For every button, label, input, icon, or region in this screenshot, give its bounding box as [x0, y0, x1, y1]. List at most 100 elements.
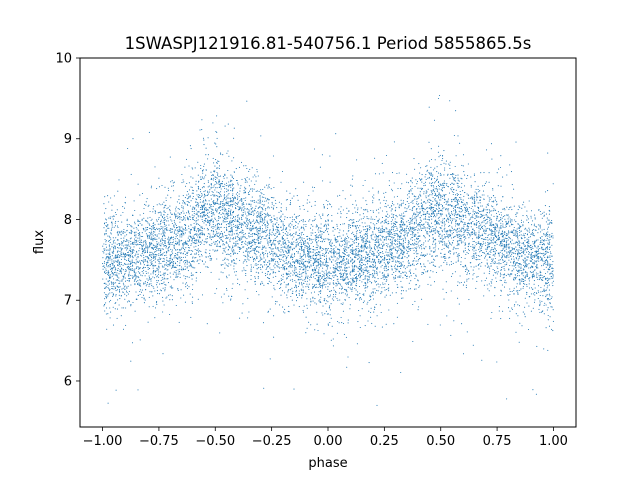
scatter-point — [239, 231, 241, 234]
scatter-point — [107, 266, 109, 268]
scatter-point — [408, 229, 410, 231]
scatter-point — [134, 223, 136, 225]
scatter-point — [527, 222, 530, 224]
scatter-point — [359, 256, 361, 258]
scatter-point — [251, 200, 253, 202]
scatter-point — [434, 220, 436, 222]
scatter-point — [470, 217, 472, 219]
scatter-point — [483, 229, 485, 231]
scatter-point — [433, 251, 435, 253]
scatter-point — [218, 196, 221, 198]
scatter-point — [447, 185, 449, 188]
scatter-point — [549, 238, 551, 241]
scatter-point — [197, 206, 199, 208]
scatter-point — [218, 180, 220, 183]
scatter-point — [225, 241, 228, 243]
scatter-point — [469, 262, 471, 264]
scatter-point — [326, 231, 329, 233]
scatter-point — [241, 210, 243, 212]
scatter-point — [321, 287, 324, 289]
scatter-point — [436, 190, 438, 192]
scatter-point — [173, 279, 175, 281]
scatter-point — [547, 271, 549, 273]
scatter-point — [143, 247, 146, 250]
scatter-point — [346, 289, 348, 291]
scatter-point — [522, 275, 524, 277]
scatter-point — [261, 196, 263, 198]
scatter-point — [518, 258, 520, 260]
scatter-point — [310, 259, 312, 261]
scatter-point — [169, 156, 171, 158]
scatter-point — [165, 267, 167, 270]
scatter-point — [297, 226, 299, 228]
scatter-point — [266, 212, 269, 214]
scatter-point — [544, 191, 547, 193]
scatter-point — [306, 199, 308, 201]
scatter-point — [519, 231, 521, 234]
scatter-point — [475, 232, 477, 234]
scatter-point — [279, 240, 282, 242]
scatter-point — [532, 229, 534, 231]
scatter-point — [320, 296, 322, 298]
scatter-point — [320, 240, 322, 243]
scatter-point — [456, 228, 458, 230]
scatter-point — [187, 217, 189, 219]
scatter-point — [524, 240, 526, 242]
scatter-point — [366, 209, 368, 211]
scatter-point — [187, 270, 189, 272]
scatter-point — [309, 304, 312, 306]
scatter-point — [316, 280, 318, 282]
scatter-point — [505, 275, 507, 277]
scatter-point — [191, 240, 193, 242]
scatter-point — [246, 250, 248, 252]
scatter-point — [431, 210, 433, 212]
scatter-point — [173, 214, 176, 216]
scatter-point — [202, 137, 205, 139]
scatter-point — [491, 248, 493, 250]
scatter-point — [105, 218, 107, 220]
scatter-point — [282, 254, 284, 256]
scatter-point — [259, 218, 261, 220]
scatter-point — [513, 265, 515, 267]
scatter-point — [119, 280, 121, 282]
scatter-point — [453, 199, 455, 201]
scatter-point — [117, 259, 119, 261]
scatter-point — [135, 239, 137, 242]
scatter-point — [267, 199, 269, 201]
scatter-point — [320, 236, 322, 238]
scatter-point — [301, 297, 303, 299]
scatter-point — [425, 192, 427, 194]
scatter-point — [285, 243, 287, 245]
scatter-point — [169, 259, 171, 261]
scatter-point — [435, 205, 437, 207]
scatter-point — [484, 256, 487, 258]
scatter-point — [249, 221, 251, 223]
scatter-point — [112, 306, 114, 308]
scatter-point — [329, 181, 331, 183]
scatter-point — [542, 255, 545, 257]
scatter-point — [184, 262, 187, 264]
scatter-point — [145, 243, 147, 245]
scatter-point — [400, 235, 402, 237]
scatter-point — [383, 286, 385, 288]
scatter-point — [376, 236, 378, 238]
scatter-point — [441, 206, 443, 208]
scatter-point — [246, 261, 248, 263]
scatter-point — [285, 258, 287, 260]
scatter-point — [436, 202, 438, 204]
scatter-point — [355, 265, 357, 267]
scatter-point — [438, 199, 441, 201]
scatter-point — [193, 234, 195, 236]
scatter-point — [205, 214, 207, 216]
scatter-point — [456, 255, 458, 257]
scatter-point — [307, 277, 309, 280]
scatter-point — [467, 252, 469, 255]
scatter-point — [416, 246, 418, 248]
scatter-point — [189, 263, 191, 265]
scatter-point — [481, 238, 483, 240]
scatter-point — [393, 234, 395, 236]
scatter-point — [315, 252, 317, 254]
scatter-point — [204, 218, 206, 220]
scatter-point — [360, 218, 362, 220]
